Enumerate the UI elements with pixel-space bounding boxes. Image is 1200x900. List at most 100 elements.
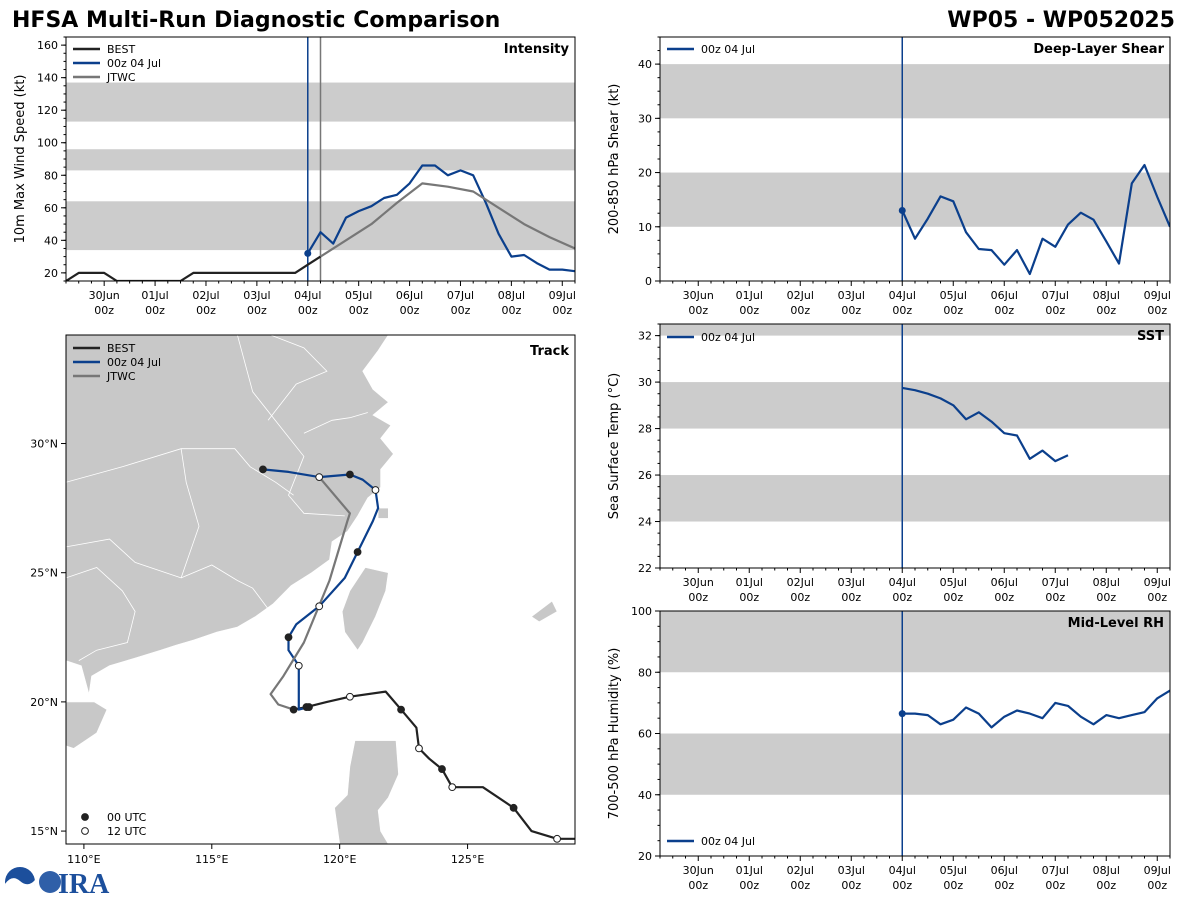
- shear-xtick-date: 30Jun: [683, 289, 714, 302]
- sst-ytick-label: 24: [638, 516, 652, 529]
- track-point-00utc: [346, 470, 354, 479]
- track-point-12utc: [294, 661, 303, 670]
- track-line: [293, 690, 575, 840]
- sst-xtick-hour: 00z: [790, 591, 810, 604]
- sst-ytick-label: 22: [638, 562, 652, 575]
- rh-xtick-hour: 00z: [790, 879, 810, 892]
- track-xtick-label: 125°E: [451, 853, 484, 866]
- shear-xtick-hour: 00z: [790, 304, 810, 317]
- sst-xtick-hour: 00z: [739, 591, 759, 604]
- track-point-00utc: [259, 465, 267, 474]
- track-point-00utc: [284, 633, 293, 642]
- intensity-ytick-label: 160: [37, 39, 58, 52]
- track-point-12utc: [315, 473, 324, 482]
- cira-wordmark: IRA: [58, 869, 110, 900]
- intensity-title: Intensity: [504, 42, 570, 57]
- rh-band: [660, 733, 1170, 795]
- sst-xtick-date: 01Jul: [736, 576, 763, 589]
- track-point-00utc: [397, 705, 405, 714]
- intensity-xtick-hour: 00z: [552, 304, 572, 317]
- intensity-xtick-hour: 00z: [247, 304, 267, 317]
- track-point-12utc: [415, 744, 423, 753]
- intensity-ytick-label: 40: [44, 234, 58, 247]
- sst-ylabel: Sea Surface Temp (°C): [607, 373, 622, 520]
- sst-xtick-date: 07Jul: [1042, 576, 1069, 589]
- province-border: [66, 448, 200, 579]
- noaa-wave-icon: [5, 878, 35, 899]
- rh-xtick-date: 06Jul: [991, 864, 1018, 877]
- intensity-xtick-hour: 00z: [298, 304, 318, 317]
- ryukyu-island: [530, 600, 558, 623]
- intensity-ytick-label: 100: [37, 137, 58, 150]
- track-legend-label: JTWC: [106, 370, 136, 383]
- intensity-xtick-hour: 00z: [145, 304, 165, 317]
- province-border: [180, 564, 269, 610]
- sst-band: [660, 324, 1170, 336]
- rh-xtick-hour: 00z: [841, 879, 861, 892]
- track-legend-label: BEST: [107, 342, 135, 355]
- track-point-00utc: [289, 705, 298, 714]
- intensity-start-point: [304, 249, 312, 257]
- intensity-xtick-date: 30Jun: [89, 289, 120, 302]
- shear-xtick-date: 07Jul: [1042, 289, 1069, 302]
- rh-xtick-hour: 00z: [688, 879, 708, 892]
- mainland-china: [66, 335, 394, 695]
- shear-band: [660, 172, 1170, 227]
- track-panel: Track 110°E 115°E 120°E 125°E 15°N 20°N 25°N 30°…: [30, 334, 576, 866]
- intensity-xtick-date: 09Jul: [549, 289, 576, 302]
- sst-frame: [659, 323, 1171, 569]
- shear-xtick-date: 06Jul: [991, 289, 1018, 302]
- sst-xtick-hour: 00z: [994, 591, 1014, 604]
- shear-xtick-date: 04Jul: [889, 289, 916, 302]
- province-border: [267, 335, 328, 421]
- sst-xtick-hour: 00z: [1147, 591, 1167, 604]
- province-border: [237, 335, 345, 517]
- intensity-panel: Intensity 20 40 60 80 100 120 140 160 30Jun 00z 01J…: [13, 36, 576, 317]
- sst-xtick-date: 04Jul: [889, 576, 916, 589]
- sst-xtick-hour: 00z: [841, 591, 861, 604]
- taiwan-island: [341, 567, 389, 651]
- track-xtick-label: 110°E: [67, 853, 100, 866]
- rh-ytick-label: 80: [638, 666, 652, 679]
- shear-xtick-hour: 00z: [994, 304, 1014, 317]
- intensity-legend-label: BEST: [107, 43, 135, 56]
- intensity-xtick-date: 03Jul: [243, 289, 270, 302]
- track-lines: [259, 465, 575, 843]
- province-border: [303, 412, 368, 434]
- sst-xtick-hour: 00z: [943, 591, 963, 604]
- storm-id: WP05 - WP052025: [947, 8, 1175, 33]
- sst-xtick-date: 30Jun: [683, 576, 714, 589]
- shear-xtick-hour: 00z: [841, 304, 861, 317]
- rh-start-point: [898, 710, 906, 718]
- shear-start-point: [898, 207, 906, 215]
- rh-xtick-date: 02Jul: [787, 864, 814, 877]
- intensity-ytick-label: 60: [44, 202, 58, 215]
- track-point-00utc: [305, 703, 313, 711]
- luzon-island: [334, 740, 399, 844]
- rh-xtick-date: 01Jul: [736, 864, 763, 877]
- track-point-00utc: [353, 548, 362, 556]
- sst-title: SST: [1137, 329, 1164, 344]
- intensity-series-line: [66, 255, 322, 281]
- track-title: Track: [530, 344, 569, 359]
- intensity-xtick-hour: 00z: [501, 304, 521, 317]
- track-ytick-label: 20°N: [30, 696, 58, 709]
- rh-ytick-label: 40: [638, 789, 652, 802]
- intensity-xtick-date: 02Jul: [192, 289, 219, 302]
- figure-title: HFSA Multi-Run Diagnostic Comparison: [12, 8, 500, 33]
- rh-xtick-hour: 00z: [1096, 879, 1116, 892]
- shear-panel: Deep-Layer Shear 0 10 20 30 40 30Jun 00z 01Jul 00…: [607, 36, 1171, 317]
- track-ytick-label: 30°N: [30, 438, 58, 451]
- rh-xtick-date: 03Jul: [838, 864, 865, 877]
- coastal-islet: [377, 507, 389, 519]
- sst-ytick-label: 30: [638, 376, 652, 389]
- shear-legend-label: 00z 04 Jul: [701, 43, 755, 56]
- shear-band: [660, 64, 1170, 119]
- sst-xtick-date: 02Jul: [787, 576, 814, 589]
- marker-legend-symbol: [81, 813, 89, 821]
- shear-ytick-label: 10: [638, 221, 652, 234]
- shear-xtick-date: 08Jul: [1093, 289, 1120, 302]
- noaa-cira-logo: IRA: [5, 867, 110, 900]
- shear-ytick-label: 0: [645, 275, 652, 288]
